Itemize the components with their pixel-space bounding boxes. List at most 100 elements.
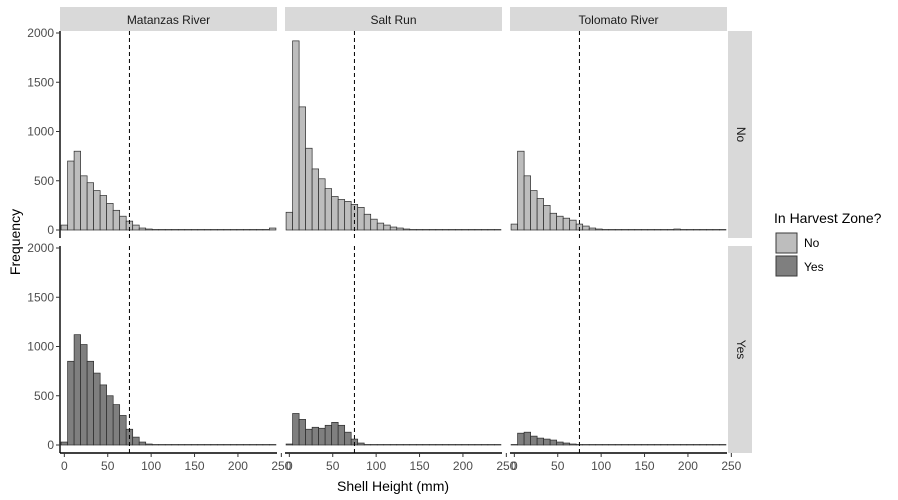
histogram-bar xyxy=(177,444,186,446)
histogram-bar xyxy=(106,203,114,231)
histogram-bar xyxy=(562,217,571,231)
histogram-bar xyxy=(601,229,610,231)
histogram-bar xyxy=(73,334,81,446)
panels-group xyxy=(60,31,727,453)
x-tick-label: 50 xyxy=(326,459,340,473)
histogram-bar xyxy=(523,431,531,446)
histogram-bar xyxy=(660,229,668,231)
x-tick-label: 0 xyxy=(286,459,293,473)
histogram-bar xyxy=(324,188,333,231)
histogram-bar xyxy=(210,444,218,446)
histogram-bar xyxy=(243,444,251,446)
histogram-bar xyxy=(132,436,140,446)
histogram-bar xyxy=(595,444,603,446)
facet-strips-group: Matanzas River Salt Run Tolomato River No Ye… xyxy=(60,7,752,453)
histogram-bar xyxy=(285,211,293,231)
histogram-bar xyxy=(640,444,649,446)
legend-label-yes: Yes xyxy=(804,260,824,274)
histogram-bar xyxy=(132,224,140,231)
histogram-bar xyxy=(582,225,590,231)
histogram-bar xyxy=(523,175,531,231)
histogram-bar xyxy=(517,432,525,446)
histogram-bar xyxy=(151,444,160,446)
histogram-bar xyxy=(448,229,456,231)
histogram-bar xyxy=(712,444,720,446)
bars-salt-run-no xyxy=(285,40,502,231)
row-strip-label-no: No xyxy=(734,127,748,143)
row-strip-no xyxy=(728,31,752,238)
y-tick-label: 500 xyxy=(34,389,54,403)
histogram-bar xyxy=(595,228,603,231)
histogram-bar xyxy=(461,229,469,231)
histogram-bar xyxy=(383,224,391,231)
histogram-bar xyxy=(292,40,300,231)
x-tick-label: 250 xyxy=(496,459,516,473)
histogram-bar xyxy=(305,147,313,231)
histogram-bar xyxy=(376,444,385,446)
histogram-bar xyxy=(164,229,173,231)
histogram-bar xyxy=(119,415,127,446)
legend: In Harvest Zone? No Yes xyxy=(774,210,882,277)
bars-tolomato-river-yes xyxy=(510,431,727,446)
histogram-bar xyxy=(363,213,372,231)
row-strip-yes xyxy=(728,246,752,453)
histogram-bar xyxy=(249,229,257,231)
histogram-bar xyxy=(441,444,450,446)
x-tick-label: 50 xyxy=(551,459,565,473)
histogram-bar xyxy=(627,444,636,446)
legend-label-no: No xyxy=(804,236,820,250)
histogram-bar xyxy=(422,444,430,446)
histogram-bar xyxy=(569,443,577,446)
histogram-bar xyxy=(67,160,75,231)
histogram-bar xyxy=(660,444,668,446)
histogram-bar xyxy=(481,229,489,231)
histogram-bar xyxy=(673,228,681,231)
histogram-bar xyxy=(262,444,270,446)
histogram-bar xyxy=(666,229,675,231)
facet-strip-tolomato-river xyxy=(510,7,727,31)
histogram-bar xyxy=(409,444,417,446)
histogram-bar xyxy=(324,424,333,446)
histogram-bar xyxy=(686,229,694,231)
bars-salt-run-yes xyxy=(285,413,502,446)
histogram-bar xyxy=(229,229,238,231)
bars-matanzas-river-yes xyxy=(60,334,277,446)
histogram-bar xyxy=(203,444,212,446)
histogram-bar xyxy=(311,426,319,446)
histogram-bar xyxy=(474,229,482,231)
x-axis-title: Shell Height (mm) xyxy=(337,478,449,494)
x-tick-label: 0 xyxy=(61,459,68,473)
histogram-bar xyxy=(197,229,205,231)
histogram-bar xyxy=(210,229,218,231)
histogram-bar xyxy=(494,444,502,446)
x-tick-label: 50 xyxy=(101,459,115,473)
histogram-bar xyxy=(468,444,476,446)
histogram-bar xyxy=(640,229,649,231)
histogram-bar xyxy=(197,444,205,446)
histogram-bar xyxy=(461,444,469,446)
histogram-bar xyxy=(158,444,166,446)
histogram-bar xyxy=(719,229,727,231)
histogram-bar xyxy=(673,444,681,446)
histogram-bar xyxy=(93,372,101,446)
histogram-bar xyxy=(510,444,518,446)
histogram-bar xyxy=(99,195,108,231)
histogram-bar xyxy=(706,444,714,446)
facet-strip-label-tolomato-river: Tolomato River xyxy=(578,13,658,27)
histogram-bar xyxy=(679,229,688,231)
histogram-bar xyxy=(562,442,571,446)
x-tick-label: 0 xyxy=(511,459,518,473)
histogram-bar xyxy=(569,219,577,231)
histogram-bar xyxy=(627,229,636,231)
histogram-bar xyxy=(236,444,244,446)
histogram-bar xyxy=(151,229,160,231)
legend-key-no xyxy=(775,232,798,254)
histogram-bar xyxy=(510,223,518,231)
histogram-bar xyxy=(653,229,662,231)
histogram-bar xyxy=(331,196,339,231)
histogram-bar xyxy=(448,444,456,446)
x-tick-label: 200 xyxy=(678,459,698,473)
histogram-bar xyxy=(298,419,306,446)
bars-matanzas-river-no xyxy=(60,150,277,231)
